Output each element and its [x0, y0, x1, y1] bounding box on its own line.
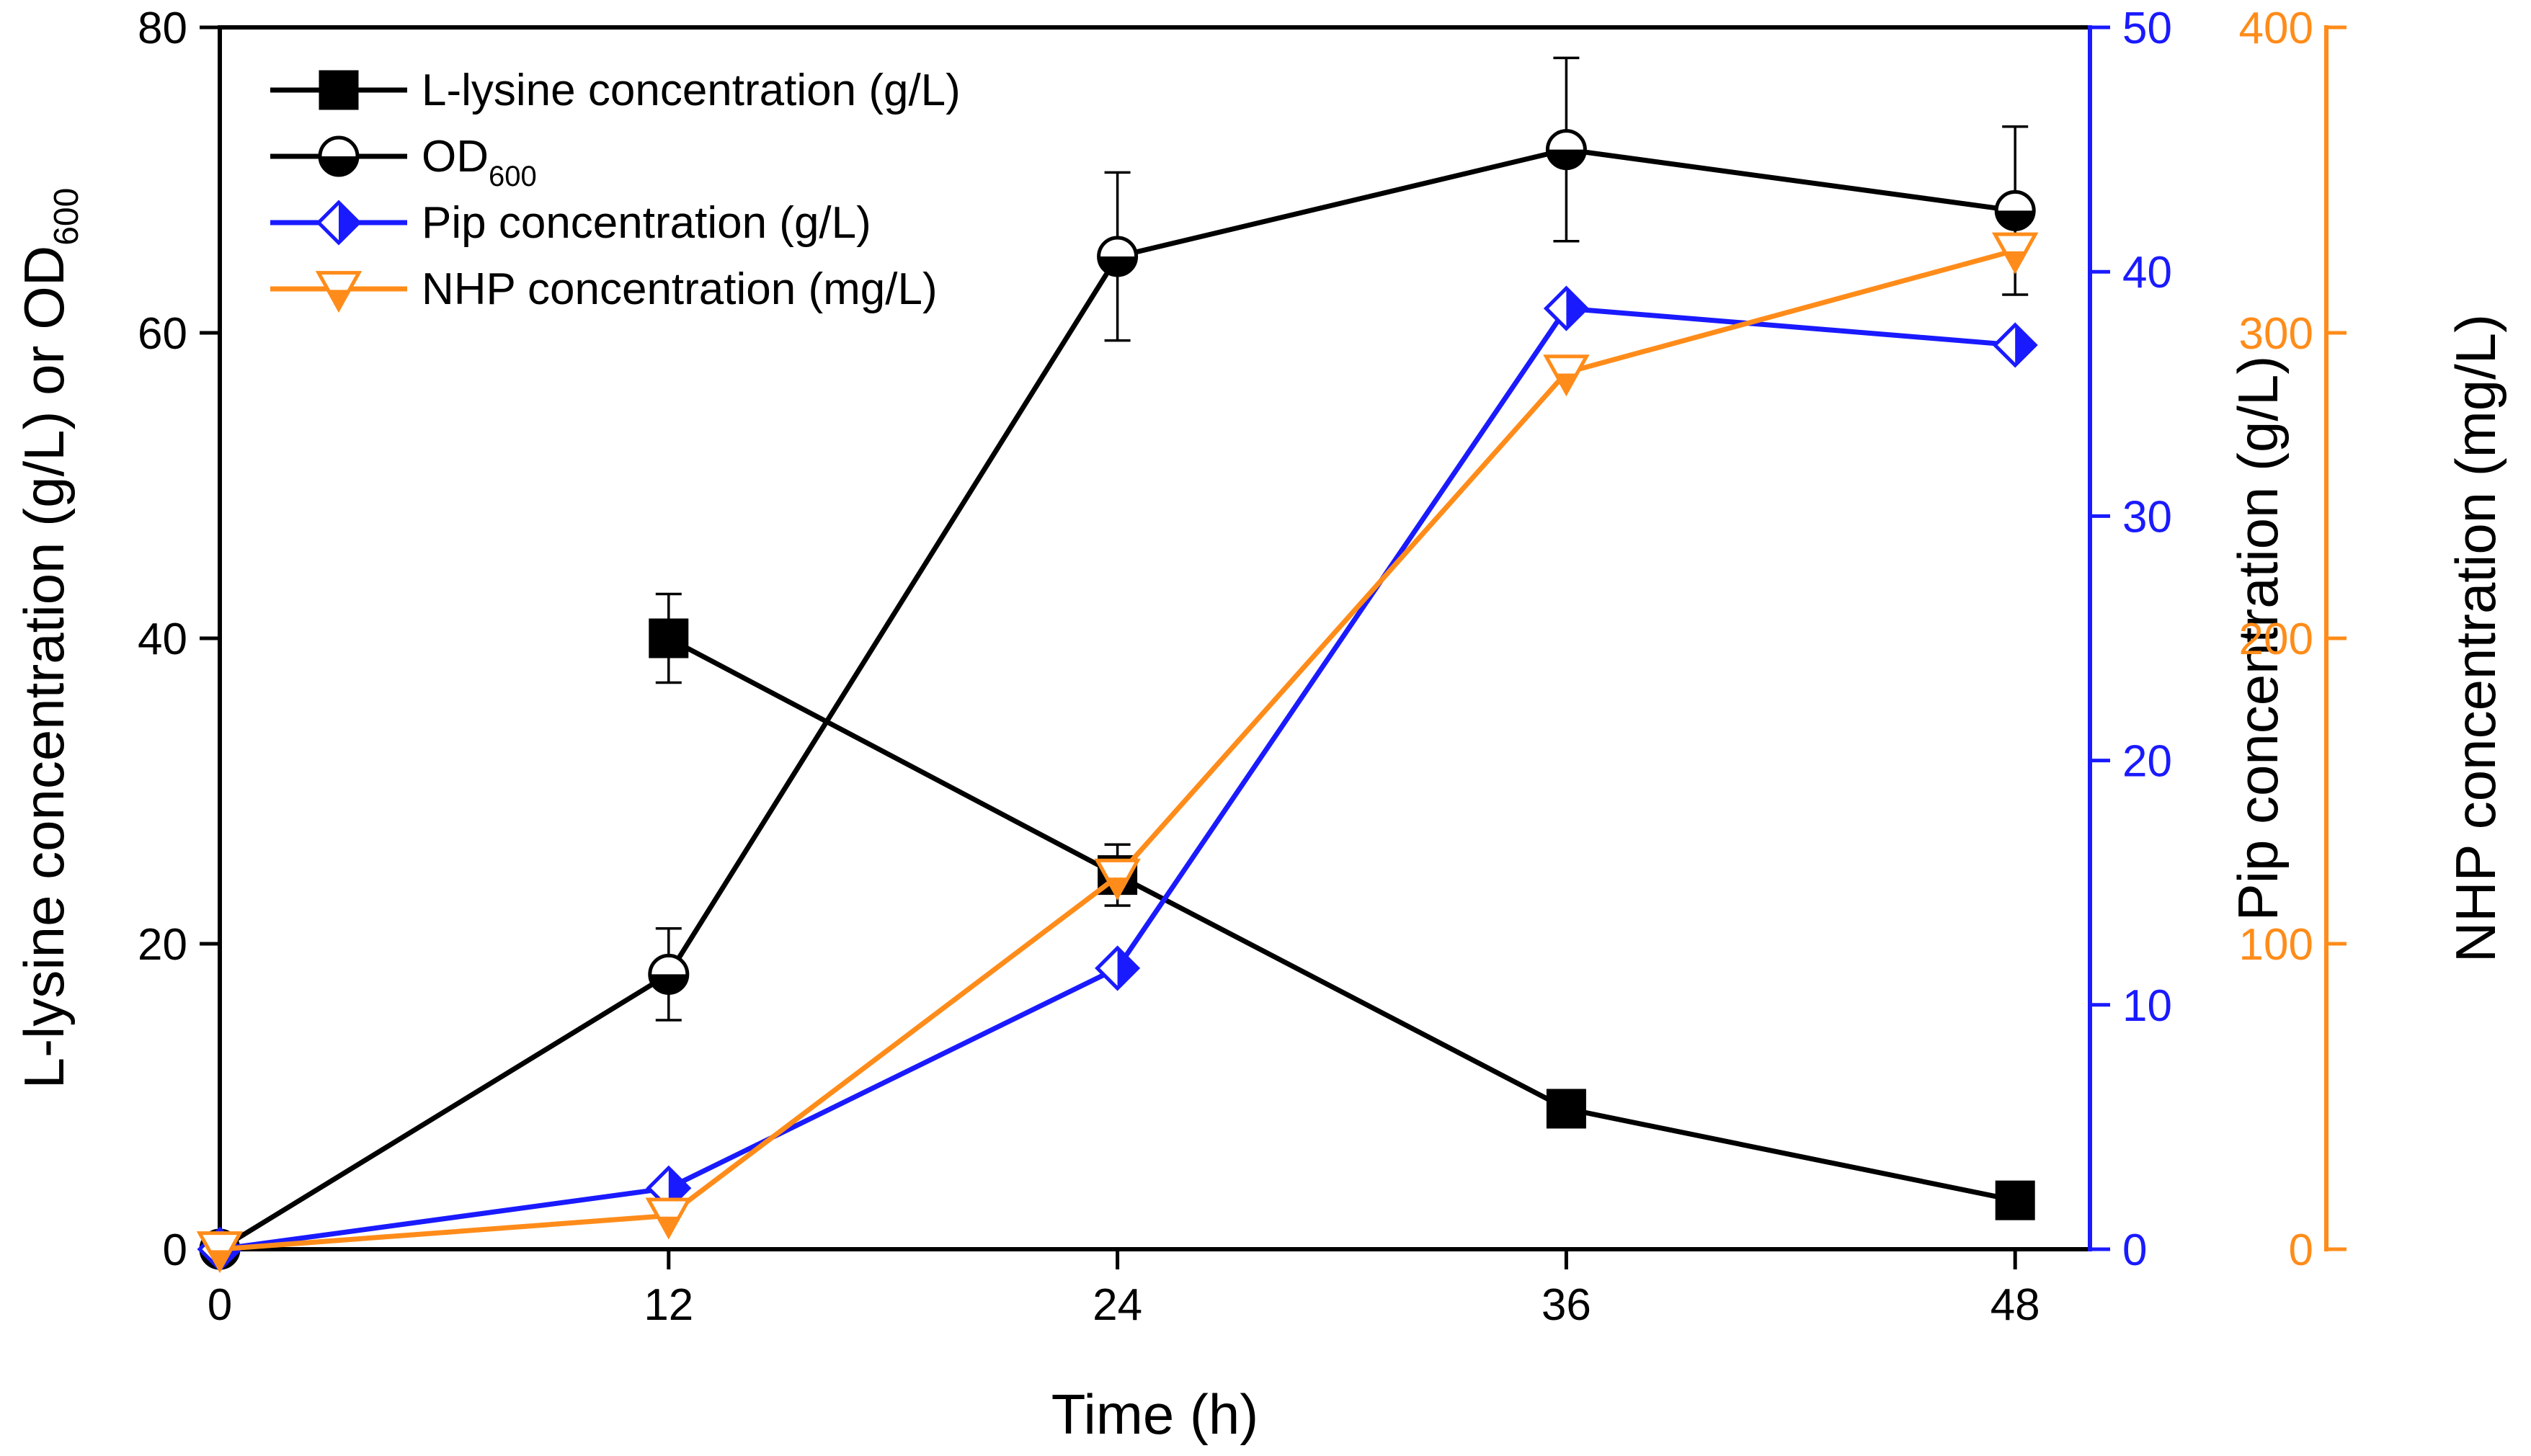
pip-concentration-g-l-data-point-fill — [1566, 288, 1587, 329]
l-lysine-concentration-g-l-series-line — [667, 635, 2016, 1203]
x-tick-label: 48 — [1990, 1280, 2040, 1330]
l-lysine-concentration-g-l-data-point-shape — [1546, 1089, 1586, 1129]
pip-y-axis-title: Pip concentration (g/L) — [2226, 356, 2290, 921]
left-y-axis-title-subscript: 600 — [48, 188, 86, 246]
pip-concentration-g-l-data-point — [1095, 945, 1141, 991]
legend-label-main: Pip concentration (g/L) — [422, 198, 871, 248]
od-data-point — [1994, 189, 2036, 231]
od-data-point-fill — [1996, 210, 2034, 230]
legend-label-main: NHP concentration (mg/L) — [422, 264, 938, 314]
legend-marker-nhp-concentration-mg-l — [315, 271, 362, 313]
pip-concentration-g-l-data-point-fill — [2015, 324, 2036, 365]
nhp-concentration-mg-l-data-point-fill — [657, 1216, 680, 1236]
l-lysine-concentration-g-l-data-point — [1995, 1180, 2035, 1220]
od-data-point-fill — [1098, 256, 1136, 276]
l-lysine-concentration-g-l-data-point-shape — [649, 618, 689, 658]
pip-y-tick-label: 30 — [2122, 492, 2172, 542]
pip-y-tick-label: 40 — [2122, 248, 2172, 298]
legend-marker-od — [318, 135, 360, 177]
pip-concentration-g-l-data-point — [1543, 285, 1589, 331]
od-data-point — [1545, 129, 1587, 171]
left-y-tick-label: 80 — [138, 4, 187, 53]
legend-label-pip-concentration-g-l: Pip concentration (g/L) — [422, 198, 871, 248]
nhp-y-axis-title: NHP concentration (mg/L) — [2444, 314, 2507, 963]
pip-y-tick-label: 50 — [2122, 4, 2172, 53]
od-data-point-fill — [1547, 149, 1585, 169]
left-y-tick-label: 40 — [138, 615, 187, 664]
nhp-concentration-mg-l-data-point — [645, 1197, 693, 1240]
left-y-tick-label: 60 — [138, 309, 187, 359]
nhp-concentration-mg-l-data-point — [1991, 232, 2039, 274]
l-lysine-concentration-g-l-data-point — [649, 618, 689, 658]
pip-concentration-g-l-series-line — [219, 305, 2016, 1252]
legend-label-subscript: 600 — [489, 161, 537, 192]
left-y-tick-label: 20 — [138, 920, 187, 970]
legend-marker-pip-concentration-g-l-fill — [339, 202, 359, 243]
pip-y-tick-label: 0 — [2122, 1225, 2147, 1275]
legend-label-main: L-lysine concentration (g/L) — [422, 66, 961, 115]
od-data-point — [1097, 236, 1139, 277]
legend-label-nhp-concentration-mg-l: NHP concentration (mg/L) — [422, 264, 938, 314]
nhp-y-tick-label: 400 — [2239, 4, 2313, 53]
l-lysine-concentration-g-l-data-point — [1546, 1089, 1586, 1129]
x-axis-title: Time (h) — [1051, 1383, 1258, 1446]
nhp-concentration-mg-l-data-point — [1543, 354, 1590, 397]
nhp-concentration-mg-l-data-point-fill — [2003, 251, 2027, 271]
od-data-point — [648, 953, 690, 995]
x-tick-label: 36 — [1542, 1280, 1591, 1330]
legend-label-od: OD600 — [422, 132, 537, 192]
pip-y-tick-label: 20 — [2122, 737, 2172, 787]
nhp-concentration-mg-l-data-point-fill — [1106, 877, 1129, 897]
pip-concentration-g-l-data-point-fill — [1117, 947, 1138, 988]
legend-label-main: OD — [422, 132, 489, 182]
od-data-point-fill — [649, 974, 688, 993]
nhp-y-tick-label: 200 — [2239, 615, 2313, 664]
legend-label-l-lysine-concentration-g-l: L-lysine concentration (g/L) — [422, 66, 961, 115]
x-tick-label: 24 — [1093, 1280, 1142, 1330]
legend-marker-pip-concentration-g-l — [316, 200, 362, 246]
nhp-concentration-mg-l-data-point — [196, 1231, 244, 1274]
l-lysine-concentration-g-l-data-point-shape — [1995, 1180, 2035, 1220]
nhp-y-tick-label: 100 — [2239, 920, 2313, 970]
left-y-axis-title: L-lysine concentration (g/L) or OD600 — [12, 188, 86, 1089]
left-y-tick-label: 0 — [163, 1225, 187, 1275]
nhp-concentration-mg-l-data-point-fill — [208, 1250, 231, 1269]
legend-item-od: OD600 — [270, 132, 537, 192]
legend-item-pip-concentration-g-l: Pip concentration (g/L) — [270, 198, 871, 248]
legend-item-nhp-concentration-mg-l: NHP concentration (mg/L) — [270, 264, 938, 314]
legend-item-l-lysine-concentration-g-l: L-lysine concentration (g/L) — [270, 66, 961, 115]
legend-marker-od-fill — [320, 156, 357, 175]
x-tick-label: 12 — [644, 1280, 693, 1330]
nhp-y-tick-label: 0 — [2289, 1225, 2313, 1275]
legend-marker-nhp-concentration-mg-l-fill — [327, 290, 350, 309]
left-y-axis-title-main: L-lysine concentration (g/L) or OD — [12, 246, 76, 1089]
nhp-y-tick-label: 300 — [2239, 309, 2313, 359]
legend-marker-l-lysine-concentration-g-l — [319, 70, 359, 110]
pip-concentration-g-l-data-point — [1992, 322, 2038, 368]
nhp-concentration-mg-l-series-line — [219, 248, 2016, 1252]
x-tick-label: 0 — [208, 1280, 232, 1330]
nhp-concentration-mg-l-data-point-fill — [1555, 373, 1578, 393]
nhp-concentration-mg-l-data-point — [1094, 858, 1141, 901]
pip-y-tick-label: 10 — [2122, 981, 2172, 1031]
legend-marker-l-lysine-concentration-g-l-shape — [319, 70, 359, 110]
